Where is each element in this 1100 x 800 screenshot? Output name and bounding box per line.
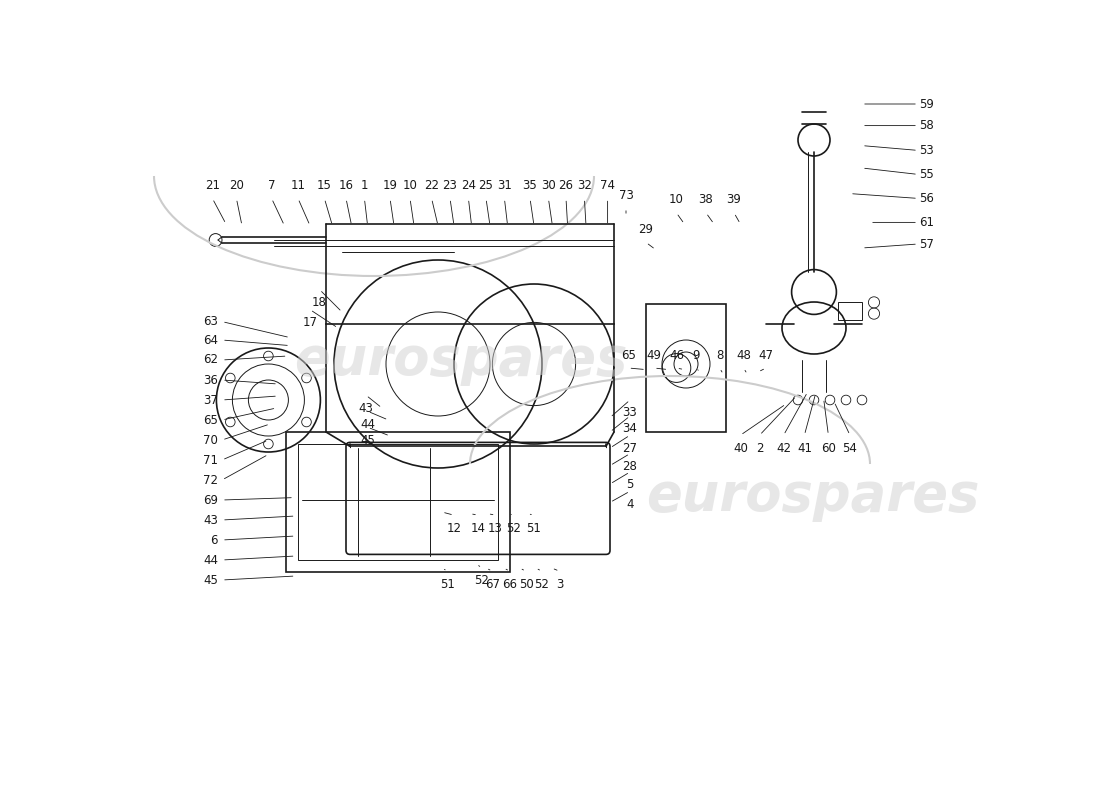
- Text: 51: 51: [440, 578, 455, 590]
- Text: 70: 70: [204, 434, 218, 446]
- Text: 60: 60: [821, 442, 836, 454]
- Text: 17: 17: [302, 316, 318, 329]
- Text: 31: 31: [497, 179, 512, 192]
- Text: 7: 7: [268, 179, 275, 192]
- Text: 4: 4: [626, 498, 634, 510]
- Circle shape: [209, 234, 222, 246]
- Text: 39: 39: [727, 194, 741, 206]
- Text: 62: 62: [204, 354, 218, 366]
- Text: 64: 64: [204, 334, 218, 346]
- Text: 49: 49: [647, 349, 661, 362]
- Text: eurospares: eurospares: [294, 334, 627, 386]
- Text: 66: 66: [503, 578, 517, 590]
- Text: 29: 29: [638, 223, 653, 236]
- Text: 42: 42: [777, 442, 791, 454]
- Bar: [286, 432, 510, 572]
- Text: 50: 50: [518, 578, 534, 590]
- Text: 54: 54: [843, 442, 857, 454]
- Text: 11: 11: [290, 179, 306, 192]
- Text: 27: 27: [623, 442, 638, 454]
- Text: 16: 16: [339, 179, 353, 192]
- Text: 28: 28: [623, 460, 637, 473]
- Text: 12: 12: [447, 522, 462, 534]
- Text: 52: 52: [474, 574, 490, 587]
- Text: 26: 26: [559, 179, 573, 192]
- Text: 52: 52: [535, 578, 549, 590]
- Text: 13: 13: [488, 522, 503, 534]
- Text: 43: 43: [204, 514, 218, 526]
- Text: 33: 33: [623, 406, 637, 419]
- Text: 61: 61: [918, 216, 934, 229]
- Text: 59: 59: [920, 98, 934, 110]
- Text: 32: 32: [578, 179, 592, 192]
- Text: 18: 18: [312, 296, 327, 309]
- Text: 15: 15: [317, 179, 332, 192]
- Text: 37: 37: [204, 394, 218, 406]
- Text: 72: 72: [204, 474, 218, 486]
- Text: 2: 2: [756, 442, 763, 454]
- Text: 63: 63: [204, 315, 218, 328]
- Text: 3: 3: [556, 578, 563, 590]
- Text: 44: 44: [204, 554, 218, 566]
- Text: 65: 65: [621, 349, 636, 362]
- Text: 14: 14: [471, 522, 485, 534]
- Bar: [298, 444, 498, 560]
- Text: 38: 38: [698, 194, 714, 206]
- Text: 19: 19: [383, 179, 397, 192]
- Text: 25: 25: [478, 179, 494, 192]
- Text: 45: 45: [204, 574, 218, 586]
- Text: 67: 67: [485, 578, 499, 590]
- Text: 52: 52: [507, 522, 521, 534]
- Text: 23: 23: [442, 179, 458, 192]
- Text: 57: 57: [920, 238, 934, 250]
- Text: 6: 6: [210, 534, 218, 546]
- Text: 53: 53: [920, 144, 934, 157]
- Text: 35: 35: [522, 179, 538, 192]
- Text: 21: 21: [205, 179, 220, 192]
- Text: 36: 36: [204, 374, 218, 386]
- Text: 51: 51: [527, 522, 541, 534]
- Text: 71: 71: [204, 454, 218, 466]
- Text: 45: 45: [360, 434, 375, 446]
- Text: 9: 9: [692, 349, 700, 362]
- Text: 48: 48: [736, 349, 751, 362]
- Text: 10: 10: [403, 179, 417, 192]
- Text: 40: 40: [733, 442, 748, 454]
- Text: 44: 44: [360, 418, 375, 430]
- Text: 10: 10: [669, 194, 684, 206]
- Text: 1: 1: [361, 179, 368, 192]
- Text: 58: 58: [920, 119, 934, 132]
- Text: 47: 47: [759, 349, 773, 362]
- Bar: [838, 302, 862, 320]
- Text: 74: 74: [601, 179, 615, 192]
- Text: 65: 65: [204, 414, 218, 426]
- Text: 34: 34: [623, 422, 637, 435]
- Text: 43: 43: [359, 402, 373, 414]
- Text: 55: 55: [920, 168, 934, 181]
- Text: 56: 56: [920, 192, 934, 205]
- Text: 20: 20: [229, 179, 244, 192]
- Text: 41: 41: [796, 442, 812, 454]
- Bar: [646, 304, 726, 432]
- Text: 22: 22: [425, 179, 439, 192]
- Text: 24: 24: [461, 179, 476, 192]
- Text: 73: 73: [618, 189, 634, 202]
- Text: 30: 30: [541, 179, 556, 192]
- Text: eurospares: eurospares: [646, 470, 979, 522]
- Text: 8: 8: [716, 349, 724, 362]
- Text: 5: 5: [626, 478, 634, 491]
- Text: 69: 69: [204, 494, 218, 506]
- Text: 46: 46: [669, 349, 684, 362]
